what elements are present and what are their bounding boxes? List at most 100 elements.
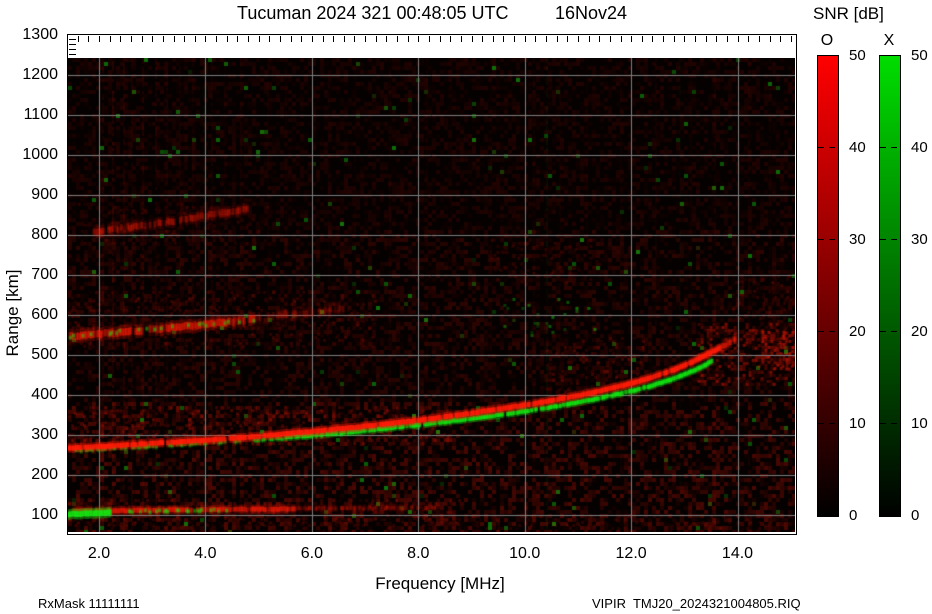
x-minor-tick (152, 36, 154, 42)
x-minor-tick (354, 36, 356, 42)
y-tick-label: 1200 (22, 65, 58, 83)
x-minor-tick (311, 36, 313, 42)
x-minor-tick (99, 36, 100, 42)
x-minor-tick (322, 36, 324, 42)
x-minor-tick (301, 36, 303, 42)
x-minor-tick (109, 36, 111, 42)
colorbar-tick-dash (829, 423, 835, 424)
x-minor-tick (705, 36, 707, 42)
colorbar-tick-label: 50 (849, 47, 866, 64)
x-minor-tick (460, 36, 462, 42)
x-minor-tick (790, 36, 792, 42)
colorbar-tick-label: 20 (911, 323, 928, 340)
x-minor-tick (226, 36, 228, 42)
colorbar-tick-label: 30 (849, 231, 866, 248)
x-minor-tick (524, 36, 526, 42)
x-minor-tick (343, 36, 345, 42)
colorbar-tick-dash (818, 147, 824, 148)
y-tick-label: 200 (31, 466, 58, 483)
colorbar-x-gradient (879, 55, 901, 517)
colorbar-tick-label: 10 (911, 415, 928, 432)
colorbar-tick-dash (891, 331, 897, 332)
colorbar-o-label: O (820, 32, 834, 49)
colorbar-tick-dash (891, 239, 897, 240)
x-minor-tick (652, 36, 654, 42)
x-minor-tick (258, 36, 260, 42)
x-minor-tick (503, 36, 505, 42)
x-minor-tick (173, 36, 175, 42)
x-minor-tick (514, 36, 516, 42)
x-minor-tick (269, 36, 271, 42)
y-minor-tick (69, 44, 76, 45)
y-tick-label: 1100 (23, 105, 58, 123)
x-minor-tick (492, 36, 494, 42)
y-minor-tick (69, 49, 76, 50)
colorbar-o-gradient (817, 55, 839, 517)
x-minor-tick (375, 36, 377, 42)
colorbar-tick-label: 0 (911, 507, 920, 524)
colorbar-tick-label: 10 (849, 415, 866, 432)
x-minor-tick (237, 36, 239, 42)
x-tick-label: 2.0 (87, 545, 111, 562)
colorbar-title: SNR [dB] (813, 4, 884, 23)
x-minor-tick (130, 36, 132, 42)
x-minor-tick (471, 36, 473, 42)
rxmask-text: RxMask 11111111 (38, 596, 140, 611)
y-tick-label: 100 (31, 506, 58, 523)
x-minor-tick (535, 36, 537, 42)
colorbar-tick-dash (891, 147, 897, 148)
colorbar-tick-dash (880, 147, 886, 148)
x-minor-tick (290, 36, 292, 42)
x-minor-tick (567, 36, 569, 42)
x-minor-tick (365, 36, 367, 42)
x-minor-tick (726, 36, 728, 42)
x-minor-tick (588, 36, 590, 42)
x-minor-tick (620, 36, 622, 42)
colorbar-tick-label: 40 (911, 139, 928, 156)
y-tick-label: 500 (31, 346, 58, 363)
colorbar-tick-dash (829, 331, 835, 332)
x-minor-tick (120, 36, 122, 42)
colorbar-x-label: X (883, 32, 895, 49)
colorbar-tick-label: 30 (911, 231, 928, 248)
x-minor-tick (450, 36, 452, 42)
x-minor-tick (428, 36, 430, 42)
plot-date: 16Nov24 (555, 3, 628, 23)
colorbar-tick-dash (891, 423, 897, 424)
colorbar-tick-dash (880, 423, 886, 424)
x-minor-tick (577, 36, 579, 42)
x-tick-label: 8.0 (407, 545, 430, 562)
x-minor-tick (748, 36, 750, 42)
x-minor-tick (88, 36, 90, 42)
colorbar-tick-dash (880, 239, 886, 240)
x-minor-tick (641, 36, 643, 42)
x-minor-tick (194, 36, 196, 42)
x-minor-tick (418, 36, 420, 42)
x-minor-tick (716, 36, 718, 42)
x-minor-tick (248, 36, 249, 42)
x-minor-tick (695, 36, 696, 42)
y-tick-label: 300 (31, 426, 58, 443)
x-tick-label: 14.0 (721, 545, 754, 562)
x-tick-label: 12.0 (615, 545, 647, 562)
x-minor-tick (758, 36, 760, 42)
x-minor-tick (673, 36, 675, 42)
x-tick-label: 6.0 (300, 545, 324, 562)
ionogram-canvas (68, 58, 795, 532)
plot-title: Tucuman 2024 321 00:48:05 UTC (237, 3, 509, 23)
x-minor-tick (780, 36, 782, 42)
x-minor-tick (663, 36, 664, 42)
x-minor-tick (386, 36, 388, 42)
y-tick-label: 600 (31, 305, 58, 323)
y-tick-label: 700 (31, 265, 58, 283)
filename-text: VIPIR TMJ20_2024321004805.RIQ (592, 596, 801, 611)
colorbar-tick-dash (829, 239, 835, 240)
x-minor-tick (684, 36, 686, 42)
colorbar-tick-dash (818, 239, 824, 240)
colorbar-tick-dash (818, 423, 824, 424)
y-tick-label: 1300 (22, 25, 58, 43)
x-axis-label: Frequency [MHz] (375, 574, 505, 593)
x-minor-tick (205, 36, 207, 42)
x-minor-tick (333, 36, 335, 42)
